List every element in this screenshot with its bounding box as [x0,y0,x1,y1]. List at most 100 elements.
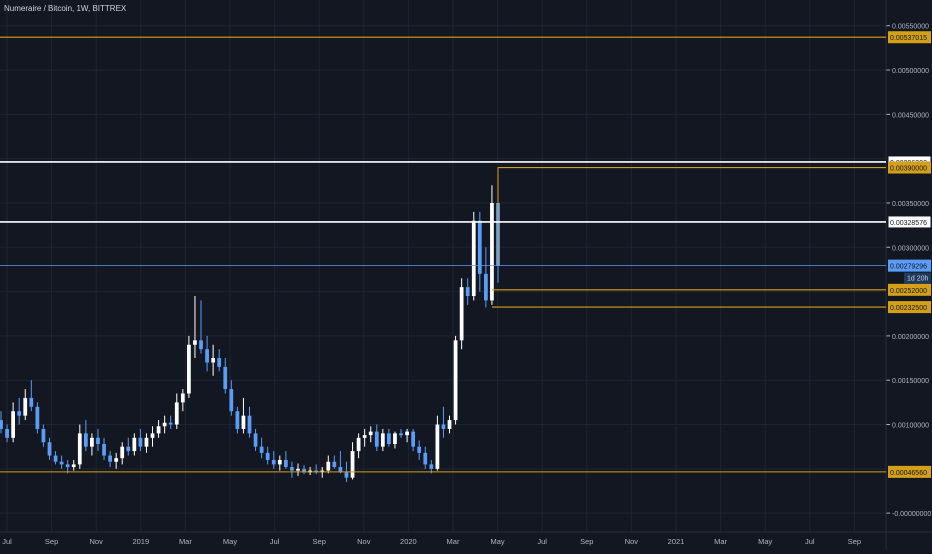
candle-body [374,431,379,447]
candle-body [344,472,349,478]
x-tick-label: Jul [537,537,547,546]
y-tick-label: 0.00200000 [892,334,929,341]
candle-body [380,433,385,447]
candle-body [77,433,82,465]
level-price-tag [888,465,931,478]
candle-body [11,411,16,438]
candle-body [211,358,216,363]
candle-body [277,459,282,465]
candle-body [271,459,276,465]
candle-body [180,393,185,403]
x-tick-label: Sep [580,537,593,546]
candle-body [368,431,373,436]
x-tick-label: Jul [805,537,815,546]
candle-body [229,389,234,412]
candle-body [290,467,294,471]
x-tick-label: May [758,537,772,546]
candle-body [429,464,434,469]
x-tick-label: May [223,537,237,546]
candle-body [23,397,28,416]
candle-body [453,340,458,421]
y-tick-label: 0.00550000 [892,24,929,31]
candle-body [144,437,149,447]
chart-title: Numeraire / Bitcoin, 1W, BITTREX [4,4,127,13]
candle-body [217,358,222,367]
candle-body [247,415,252,434]
candle-body [265,452,270,460]
candle-body [187,344,191,394]
candle-body [162,422,167,427]
candle-body [241,415,246,429]
candle-body [102,444,106,456]
level-price-tag [887,215,932,229]
candle-body [193,340,197,345]
candle-body [423,452,428,465]
candle-body [96,437,100,445]
level-price-label: 0.00390000 [890,166,927,173]
candle-body [441,424,446,429]
candle-body [132,437,137,452]
candle-body [326,461,331,471]
current-price-tag [888,259,931,272]
candle-body [17,411,22,416]
candle-body [156,426,161,434]
candle-body [490,202,494,301]
level-price-tag [888,283,931,296]
countdown-label: 1d 20h [907,276,929,283]
candle-body [223,366,228,390]
y-tick-label: -0.00000000 [892,511,931,518]
candle-body [114,458,119,462]
candle-body [362,435,367,438]
countdown-tag [904,272,931,284]
candle-body [471,220,476,297]
candle-body [350,451,355,478]
x-tick-label: 2019 [132,537,149,546]
x-tick-label: Sep [848,537,861,546]
candle-body [477,220,482,274]
candle-body [5,428,9,438]
candle-body [168,422,173,425]
y-tick-label: 0.00100000 [892,423,929,430]
level-price-label: 0.00252000 [890,288,927,295]
level-price-tag [888,161,931,174]
candle-body [138,437,143,447]
candle-body [205,349,209,363]
candle-body [235,411,240,429]
x-tick-label: Nov [90,537,104,546]
candle-body [302,468,306,473]
candle-body [47,442,52,456]
y-tick-label: 0.00350000 [892,201,929,208]
x-tick-label: Mar [714,537,727,546]
x-tick-label: Sep [313,537,326,546]
candle-body [356,437,361,452]
y-tick-label: 0.00500000 [892,68,929,75]
level-price-tag [888,301,931,314]
candle-body [71,464,76,468]
candle-body [283,459,288,468]
candle-body [108,455,112,462]
x-tick-label: Nov [625,537,639,546]
candle-body [387,433,391,445]
candle-body [253,433,258,447]
candle-body [150,433,155,438]
candle-body [35,406,40,429]
candle-body [90,437,94,447]
current-price-label: 0.00279296 [890,264,927,271]
candle-body [459,287,464,341]
candle-body [199,340,203,350]
candle-body [126,446,131,452]
candle-body [417,446,422,453]
candle-body [53,455,58,462]
y-tick-label: 0.00300000 [892,245,929,252]
x-tick-label: Mar [179,537,192,546]
x-tick-label: Mar [447,537,460,546]
candle-body [447,420,452,429]
candle-body [174,402,179,425]
candle-body [296,468,300,471]
candle-body [41,428,46,443]
candle-body [338,467,343,473]
candle-body [393,433,397,445]
x-tick-label: 2020 [400,537,417,546]
